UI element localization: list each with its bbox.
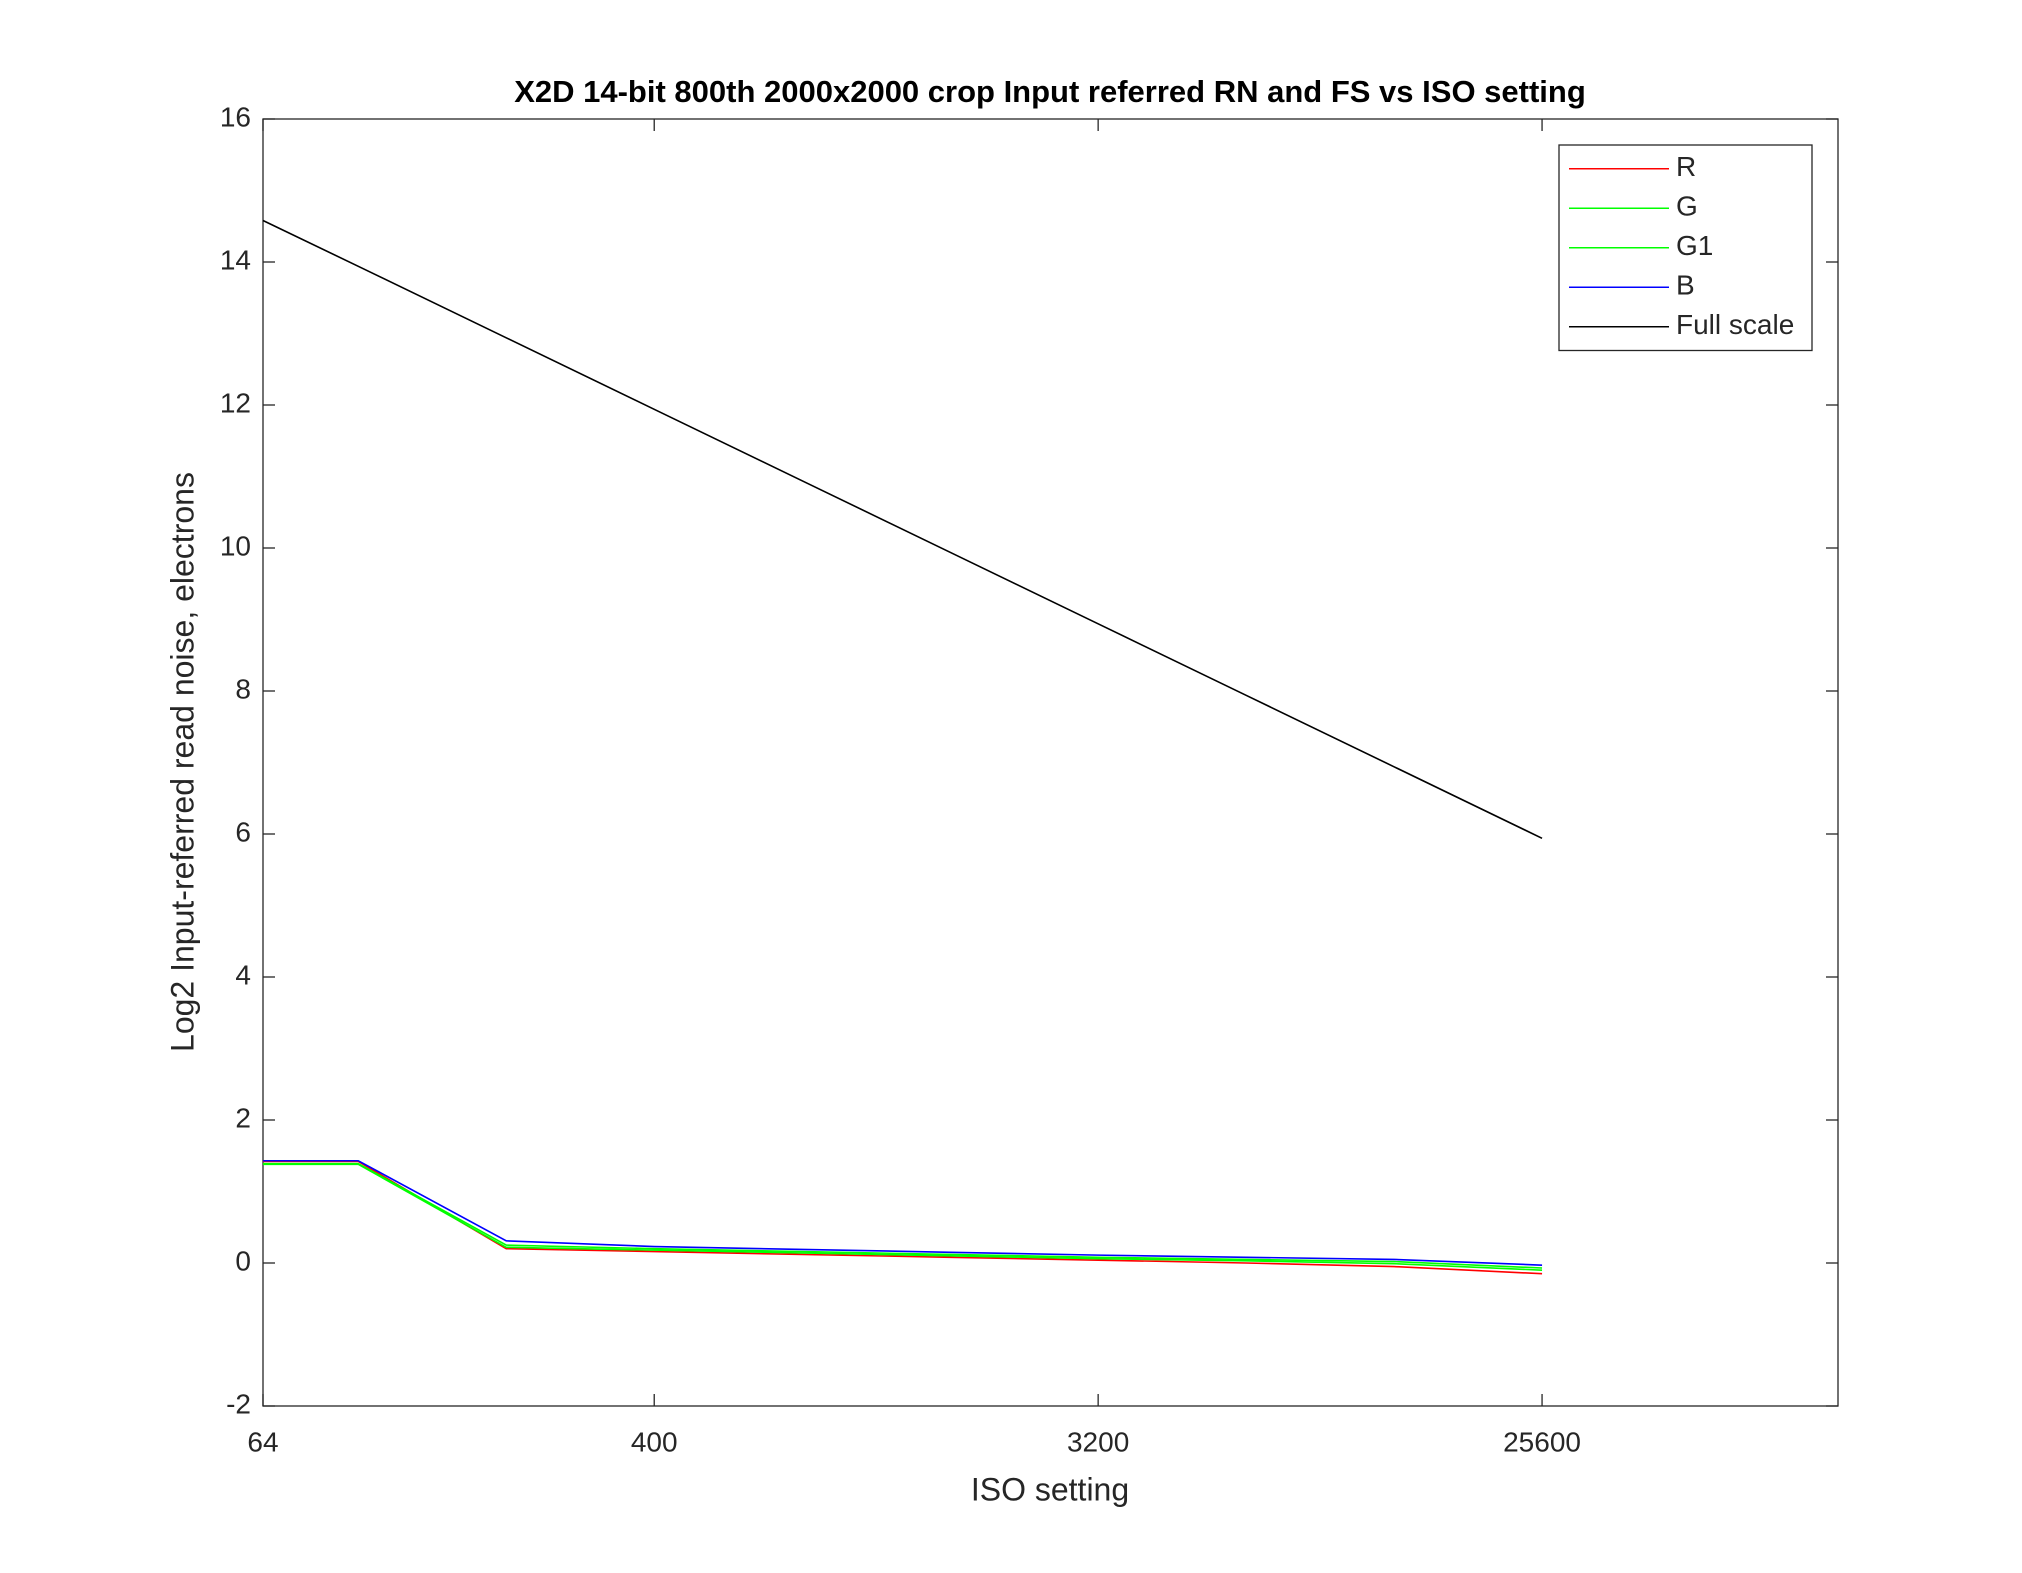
x-axis-label: ISO setting	[971, 1471, 1129, 1507]
y-tick-label: 10	[220, 530, 251, 561]
chart-title: X2D 14-bit 800th 2000x2000 crop Input re…	[514, 74, 1586, 109]
legend-label: R	[1676, 151, 1696, 182]
y-tick-label: 16	[220, 101, 251, 132]
series-line	[263, 1163, 1543, 1271]
y-tick-label: 8	[235, 673, 251, 704]
x-tick-label: 400	[631, 1426, 678, 1457]
series-line	[263, 1159, 1543, 1266]
x-tick-label: 64	[247, 1426, 278, 1457]
legend-label: B	[1676, 270, 1695, 301]
y-tick-label: 12	[220, 387, 251, 418]
x-tick-label: 3200	[1067, 1426, 1129, 1457]
y-tick-label: -2	[226, 1388, 251, 1419]
y-tick-label: 6	[235, 816, 251, 847]
series-line	[263, 1162, 1543, 1269]
y-tick-label: 2	[235, 1102, 251, 1133]
series-line	[262, 219, 1543, 840]
legend-label: G1	[1676, 230, 1713, 261]
y-tick-label: 0	[235, 1245, 251, 1276]
y-tick-label: 14	[220, 244, 251, 275]
x-tick-label: 25600	[1503, 1426, 1581, 1457]
legend-label: Full scale	[1676, 309, 1794, 340]
y-tick-label: 4	[235, 959, 251, 990]
legend-label: G	[1676, 191, 1698, 222]
y-axis-label: Log2 Input-referred read noise, electron…	[164, 472, 200, 1052]
